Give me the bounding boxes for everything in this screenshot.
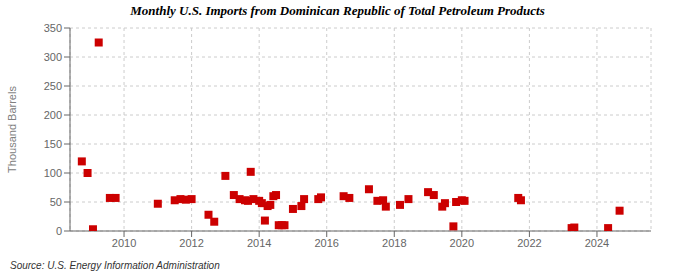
svg-text:2012: 2012: [179, 237, 203, 249]
svg-text:2022: 2022: [517, 237, 541, 249]
svg-text:Thousand Barrels: Thousand Barrels: [8, 86, 18, 173]
svg-text:350: 350: [44, 22, 62, 34]
svg-text:0: 0: [56, 225, 62, 237]
svg-text:2010: 2010: [112, 237, 136, 249]
svg-text:2018: 2018: [382, 237, 406, 249]
html-text:Source: U.S. Energy Informatio: Source: U.S. Energy Information Administ…: [10, 260, 220, 271]
svg-text:2020: 2020: [450, 237, 474, 249]
svg-text:100: 100: [44, 167, 62, 179]
svg-text:300: 300: [44, 51, 62, 63]
svg-text:2014: 2014: [247, 237, 271, 249]
svg-text:2024: 2024: [585, 237, 609, 249]
svg-text:200: 200: [44, 109, 62, 121]
svg-text:2016: 2016: [314, 237, 338, 249]
svg-text:250: 250: [44, 80, 62, 92]
svg-text:150: 150: [44, 138, 62, 150]
html-text:Monthly U.S. Imports from Domi: Monthly U.S. Imports from Dominican Repu…: [130, 3, 545, 18]
svg-text:50: 50: [50, 196, 62, 208]
